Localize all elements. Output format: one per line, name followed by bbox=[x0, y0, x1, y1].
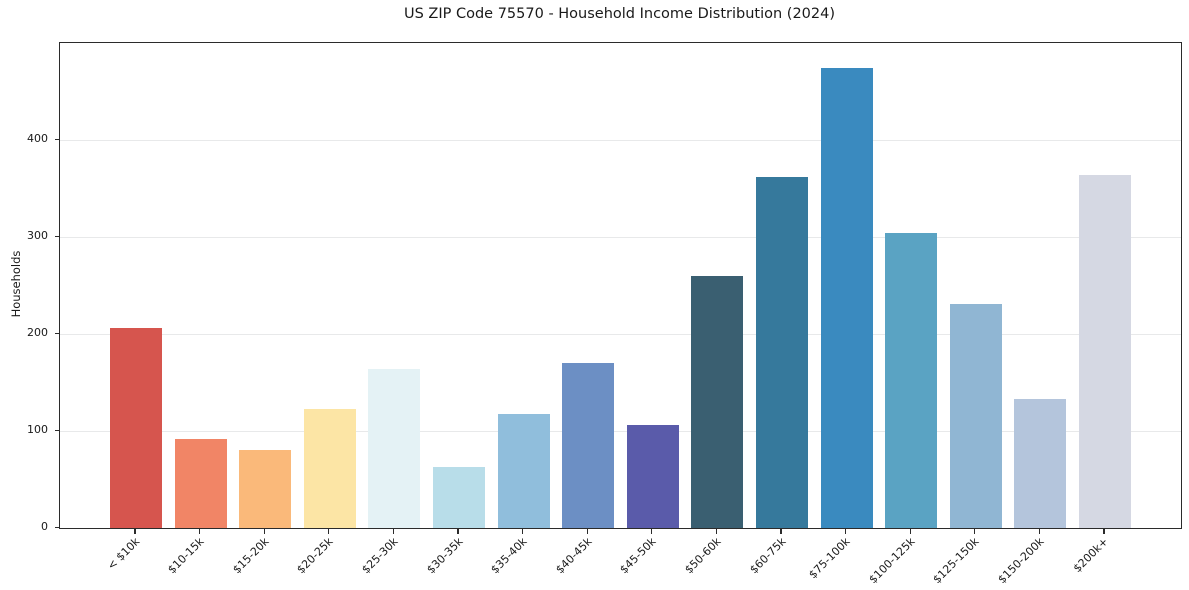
ytick-label-400: 400 bbox=[27, 132, 48, 145]
xtick-label-$50-60k: $50-60k bbox=[682, 535, 724, 577]
xtick-label-$15-20k: $15-20k bbox=[230, 535, 272, 577]
gridline-100 bbox=[60, 430, 1181, 432]
bar-$15-20k bbox=[239, 450, 292, 528]
xtick-label-$60-75k: $60-75k bbox=[746, 535, 789, 577]
bar-$75-100k bbox=[820, 68, 873, 528]
bar-$150-200k bbox=[1014, 399, 1067, 528]
y-axis-label: Households bbox=[9, 250, 23, 318]
ytick-mark-400 bbox=[54, 138, 60, 140]
xtick-label-$20-25k: $20-25k bbox=[294, 535, 337, 577]
bar-$30-35k bbox=[433, 466, 485, 528]
xtick-label-$40-45k: $40-45k bbox=[553, 535, 595, 577]
ytick-label-0: 0 bbox=[41, 520, 48, 533]
xtick-label-$200k+: $200k+ bbox=[1071, 535, 1112, 576]
xtick-mark-$45-50k bbox=[651, 528, 653, 534]
xtick-mark-$15-20k bbox=[263, 528, 265, 534]
bar-$40-45k bbox=[562, 363, 615, 528]
xtick-mark-$20-25k bbox=[328, 528, 330, 534]
bar-< $10k bbox=[110, 328, 162, 528]
xtick-mark-$10-15k bbox=[199, 528, 201, 534]
xtick-label-$45-50k: $45-50k bbox=[617, 535, 660, 577]
bar-$200k+ bbox=[1079, 174, 1131, 528]
gridline-400 bbox=[60, 139, 1181, 141]
xtick-mark-$35-40k bbox=[522, 528, 524, 534]
ytick-mark-200 bbox=[54, 332, 60, 334]
bar-$100-125k bbox=[885, 233, 938, 528]
ytick-mark-100 bbox=[54, 429, 60, 431]
ytick-label-300: 300 bbox=[27, 229, 48, 242]
bar-$60-75k bbox=[756, 176, 808, 528]
xtick-label-$35-40k: $35-40k bbox=[488, 535, 530, 577]
ytick-label-100: 100 bbox=[27, 423, 48, 436]
xtick-label-< $10k: < $10k bbox=[104, 535, 143, 573]
xtick-label-$125-150k: $125-150k bbox=[930, 535, 983, 587]
xtick-label-$100-125k: $100-125k bbox=[866, 535, 918, 587]
bar-$50-60k bbox=[691, 275, 744, 528]
xtick-mark-$60-75k bbox=[780, 528, 782, 534]
xtick-label-$75-100k: $75-100k bbox=[806, 535, 853, 582]
ytick-mark-0 bbox=[54, 526, 60, 528]
xtick-mark-$125-150k bbox=[974, 528, 976, 534]
xtick-label-$25-30k: $25-30k bbox=[359, 535, 401, 577]
xtick-mark-$40-45k bbox=[586, 528, 588, 534]
bar-$25-30k bbox=[368, 368, 421, 528]
bar-$125-150k bbox=[949, 303, 1002, 528]
xtick-label-$30-35k: $30-35k bbox=[423, 535, 466, 577]
bar-$20-25k bbox=[303, 408, 356, 528]
bar-$10-15k bbox=[174, 438, 227, 528]
xtick-mark-$75-100k bbox=[845, 528, 847, 534]
xtick-mark-$25-30k bbox=[392, 528, 394, 534]
bar-$45-50k bbox=[626, 425, 679, 528]
xtick-label-$10-15k: $10-15k bbox=[165, 535, 207, 577]
bar-$35-40k bbox=[497, 413, 550, 528]
xtick-mark-< $10k bbox=[134, 528, 136, 534]
plot-area bbox=[59, 42, 1182, 529]
xtick-mark-$50-60k bbox=[715, 528, 717, 534]
xtick-label-$150-200k: $150-200k bbox=[995, 535, 1047, 587]
gridline-300 bbox=[60, 236, 1181, 238]
chart-title: US ZIP Code 75570 - Household Income Dis… bbox=[403, 6, 836, 22]
gridline-200 bbox=[60, 333, 1181, 335]
xtick-mark-$200k+ bbox=[1103, 528, 1105, 534]
xtick-mark-$100-125k bbox=[909, 528, 911, 534]
xtick-mark-$30-35k bbox=[457, 528, 459, 534]
ytick-mark-300 bbox=[54, 235, 60, 237]
xtick-mark-$150-200k bbox=[1038, 528, 1040, 534]
ytick-label-200: 200 bbox=[27, 326, 48, 339]
